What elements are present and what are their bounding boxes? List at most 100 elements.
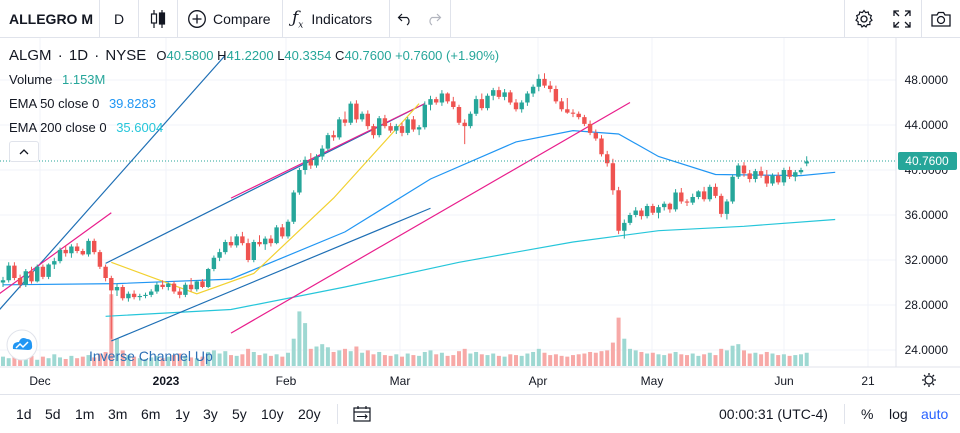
settings-button[interactable]	[845, 0, 883, 38]
volume-bar	[747, 353, 752, 366]
candle-down	[553, 89, 559, 102]
volume-bar	[474, 351, 479, 366]
candle-up	[736, 165, 741, 177]
volume-bar	[679, 354, 684, 366]
volume-bar	[673, 351, 678, 366]
candle-up	[473, 99, 479, 114]
candle-up	[154, 284, 160, 292]
volume-legend[interactable]: Volume 1.153M	[9, 72, 105, 87]
candle-up	[416, 127, 422, 130]
candle-up	[52, 261, 57, 265]
candle-up	[690, 197, 695, 203]
last-price-label: 40.7600	[905, 154, 949, 168]
goto-date-button[interactable]	[353, 405, 371, 425]
range-6m[interactable]: 6m	[141, 406, 161, 422]
volume-bar	[536, 348, 541, 366]
volume-bar	[548, 355, 553, 366]
candle-up	[35, 266, 40, 282]
toolbar-divider	[138, 0, 139, 38]
range-5d[interactable]: 5d	[45, 406, 61, 422]
redo-button[interactable]	[420, 0, 448, 38]
range-1y[interactable]: 1y	[175, 406, 190, 422]
volume-bar	[314, 346, 319, 366]
volume-bar	[183, 355, 188, 366]
volume-bar	[52, 354, 57, 366]
candle-down	[245, 243, 251, 260]
channel-annotation[interactable]: Inverse Channel Up	[89, 348, 213, 364]
volume-bar	[462, 348, 467, 366]
candle-down	[240, 236, 245, 244]
volume-bar	[804, 352, 809, 366]
channel-line-blue	[111, 207, 431, 342]
volume-bar	[75, 358, 80, 366]
candle-down	[371, 126, 376, 136]
tradingview-logo[interactable]	[6, 329, 38, 361]
range-20y[interactable]: 20y	[298, 406, 321, 422]
undo-button[interactable]	[390, 0, 420, 38]
collapse-legend-button[interactable]	[9, 141, 39, 162]
range-5y[interactable]: 5y	[232, 406, 247, 422]
price-axis[interactable]	[896, 38, 960, 367]
range-1m[interactable]: 1m	[75, 406, 95, 422]
price-tick-label: 44.0000	[905, 118, 949, 132]
volume-bar	[616, 317, 621, 366]
candle-up	[149, 291, 154, 295]
candle-up	[673, 192, 678, 210]
candle-down	[576, 113, 581, 118]
volume-bar	[240, 354, 245, 366]
interval-button[interactable]: D	[100, 0, 138, 38]
chart-grid	[0, 38, 896, 367]
legend-ticker: ALGM	[9, 47, 52, 64]
volume-bar	[559, 355, 564, 366]
price-chart[interactable]: 48.000044.000040.000036.000032.000028.00…	[0, 38, 960, 394]
candle-up	[285, 221, 291, 237]
candle-down	[616, 190, 621, 231]
screenshot-button[interactable]	[922, 0, 960, 38]
candle-up	[86, 240, 91, 255]
range-1d[interactable]: 1d	[16, 406, 32, 422]
volume-bar	[291, 338, 296, 366]
ema200-legend[interactable]: EMA 200 close 0 35.6004	[9, 120, 163, 135]
volume-bar	[229, 355, 233, 366]
volume-bar	[405, 353, 410, 366]
volume-bar	[400, 356, 404, 366]
volume-bar	[115, 338, 119, 366]
indicators-button[interactable]: ƒx Indicators	[283, 0, 389, 38]
volume-bar	[194, 358, 199, 366]
candles-icon	[150, 10, 166, 28]
fullscreen-button[interactable]	[883, 0, 921, 38]
range-10y[interactable]: 10y	[261, 406, 284, 422]
range-3m[interactable]: 3m	[108, 406, 128, 422]
ema50-legend[interactable]: EMA 50 close 0 39.8283	[9, 96, 156, 111]
candle-up	[143, 294, 148, 296]
undo-icon	[397, 13, 410, 26]
volume-bar	[605, 350, 610, 366]
candle-down	[365, 113, 370, 127]
volume-bar	[246, 348, 251, 366]
candle-down	[456, 107, 462, 123]
time-axis-settings[interactable]	[922, 373, 936, 387]
volume-bar	[280, 356, 285, 366]
timezone-clock[interactable]: 00:00:31 (UTC-4)	[719, 406, 828, 422]
percent-toggle[interactable]: %	[861, 406, 874, 422]
range-3y[interactable]: 3y	[203, 406, 218, 422]
candle-down	[63, 249, 68, 254]
log-toggle[interactable]: log	[889, 406, 908, 422]
volume-bar	[97, 353, 102, 366]
candle-down	[200, 281, 205, 287]
volume-bar	[40, 356, 45, 366]
candle-up	[114, 287, 120, 291]
compare-button[interactable]: Compare	[178, 0, 282, 38]
auto-toggle[interactable]: auto	[921, 406, 949, 422]
candle-down	[719, 195, 724, 214]
candle-down	[131, 293, 137, 298]
candle-down	[228, 242, 234, 246]
volume-bar	[639, 351, 644, 366]
volume-bar	[377, 351, 382, 366]
volume-bar	[451, 355, 456, 366]
chart-type-button[interactable]	[139, 0, 177, 38]
candle-up	[194, 281, 199, 290]
price-tick-label: 48.0000	[905, 73, 949, 87]
symbol-search[interactable]: ALLEGRO M	[0, 0, 99, 38]
candle-up	[536, 78, 541, 87]
